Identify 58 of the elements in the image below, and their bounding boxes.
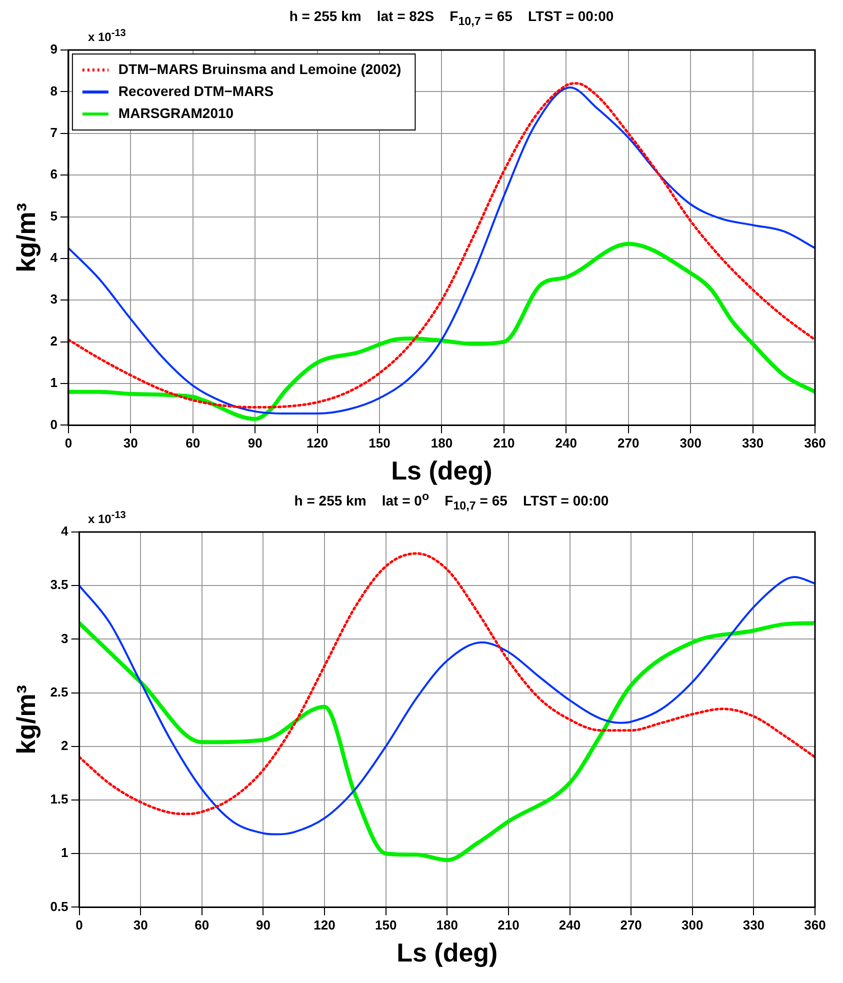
x-tick-label: 360	[804, 918, 826, 933]
y-axis-title: kg/m³	[10, 684, 41, 754]
x-tick-label: 210	[498, 918, 520, 933]
x-tick-label: 240	[558, 918, 581, 933]
x-axis-title: Ls (deg)	[396, 938, 498, 968]
y-tick-label: 4	[61, 524, 70, 539]
legend-label: DTM−MARS Bruinsma and Lemoine (2002)	[118, 60, 402, 77]
x-tick-label: 240	[555, 436, 577, 451]
x-tick-label: 330	[742, 918, 765, 933]
x-tick-label: 150	[374, 918, 397, 933]
line-series	[79, 552, 815, 816]
y-tick-label: 0.5	[50, 898, 68, 914]
x-tick-label: 210	[493, 436, 515, 451]
line-series	[79, 621, 815, 862]
y-tick-label: 5	[50, 208, 58, 224]
y-tick-label: 0	[50, 416, 58, 432]
y-tick-label: 2.5	[50, 684, 68, 700]
y-tick-label: 2	[50, 333, 58, 348]
y-tick-label: 4	[50, 250, 58, 266]
x-tick-label: 300	[680, 436, 702, 451]
text: x 10$^{-13}$	[88, 28, 126, 44]
y-tick-label: 8	[50, 83, 58, 98]
x-tick-label: 270	[618, 436, 640, 451]
x-tick-label: 360	[804, 436, 826, 451]
x-tick-label: 180	[436, 918, 458, 933]
x-tick-label: 90	[248, 436, 262, 451]
x-tick-label: 120	[306, 436, 328, 451]
x-tick-label: 270	[620, 918, 642, 933]
x-tick-label: 120	[314, 918, 336, 933]
x-tick-label: 30	[133, 918, 148, 933]
legend-label: MARSGRAM2010	[118, 104, 234, 121]
line-series	[68, 242, 815, 421]
chart-title: h = 255 km lat = 82S F$_{10,7}$ = 65 LTST = 00:00	[288, 8, 615, 28]
y-tick-label: 2	[61, 738, 68, 753]
x-tick-label: 90	[256, 918, 270, 933]
x-tick-label: 150	[368, 436, 390, 451]
y-tick-label: 1.5	[50, 792, 68, 807]
x-tick-label: 180	[430, 436, 453, 451]
y-tick-label: 7	[50, 124, 58, 140]
y-tick-label: 6	[50, 166, 58, 182]
y-tick-label: 1	[61, 845, 68, 860]
y-axis-title: kg/m³	[10, 202, 41, 272]
x-tick-label: 30	[123, 436, 138, 451]
y-tick-label: 1	[50, 375, 58, 390]
text: x 10$^{-13}$	[88, 510, 126, 526]
y-tick-label: 3	[50, 292, 58, 307]
x-tick-label: 60	[194, 918, 210, 933]
y-tick-label: 3.5	[50, 577, 68, 592]
chart-title: h = 255 km lat = 0$^{o}$ F$_{10,7}$ = 65 LTST = 00:00	[294, 490, 609, 512]
x-tick-label: 300	[682, 918, 704, 933]
line-series	[79, 576, 815, 836]
x-tick-label: 0	[76, 918, 83, 933]
y-tick-label: 9	[50, 42, 58, 57]
y-tick-label: 3	[61, 630, 68, 646]
x-tick-label: 60	[186, 436, 200, 451]
x-axis-title: Ls (deg)	[391, 456, 492, 486]
x-tick-label: 330	[742, 436, 764, 451]
legend-label: Recovered DTM−MARS	[118, 82, 274, 99]
